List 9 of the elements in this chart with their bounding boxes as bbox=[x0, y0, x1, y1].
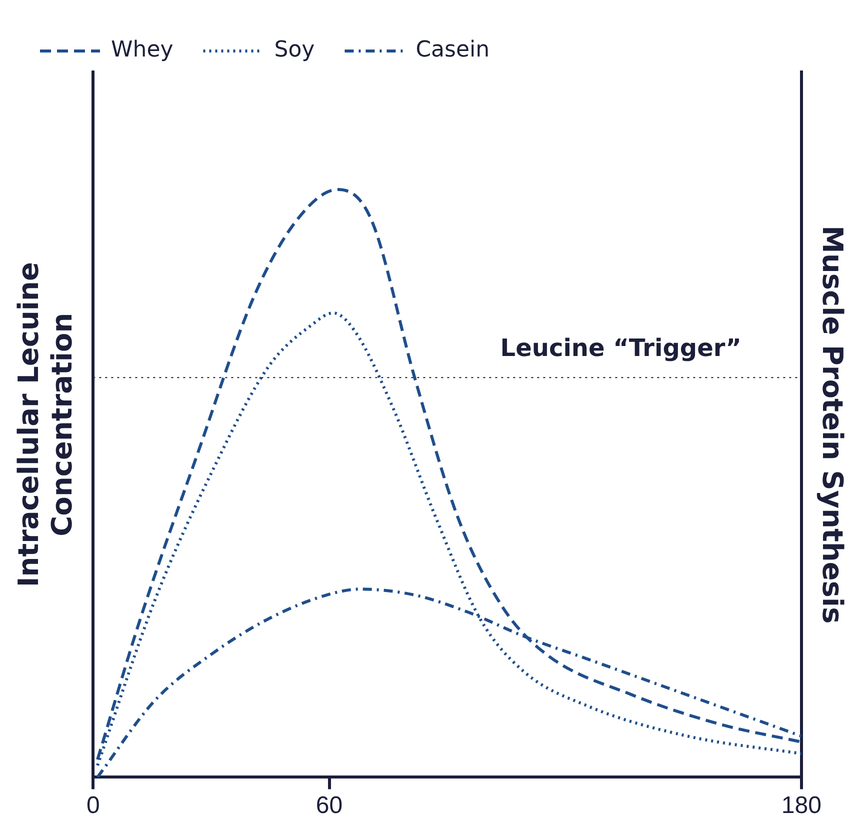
legend-label: Whey bbox=[111, 38, 174, 63]
legend-label: Soy bbox=[274, 38, 315, 63]
x-tick-label: 0 bbox=[86, 792, 100, 820]
legend-label: Casein bbox=[416, 38, 490, 63]
x-tick-label: 60 bbox=[316, 792, 343, 820]
ref-line-label: Leucine “Trigger” bbox=[500, 334, 742, 362]
y-axis-title: Intracellular Lecuine Concentration bbox=[12, 262, 79, 588]
x-tick-label: 180 bbox=[781, 792, 822, 820]
y2-axis-title: Muscle Protein Synthesis bbox=[816, 225, 849, 624]
